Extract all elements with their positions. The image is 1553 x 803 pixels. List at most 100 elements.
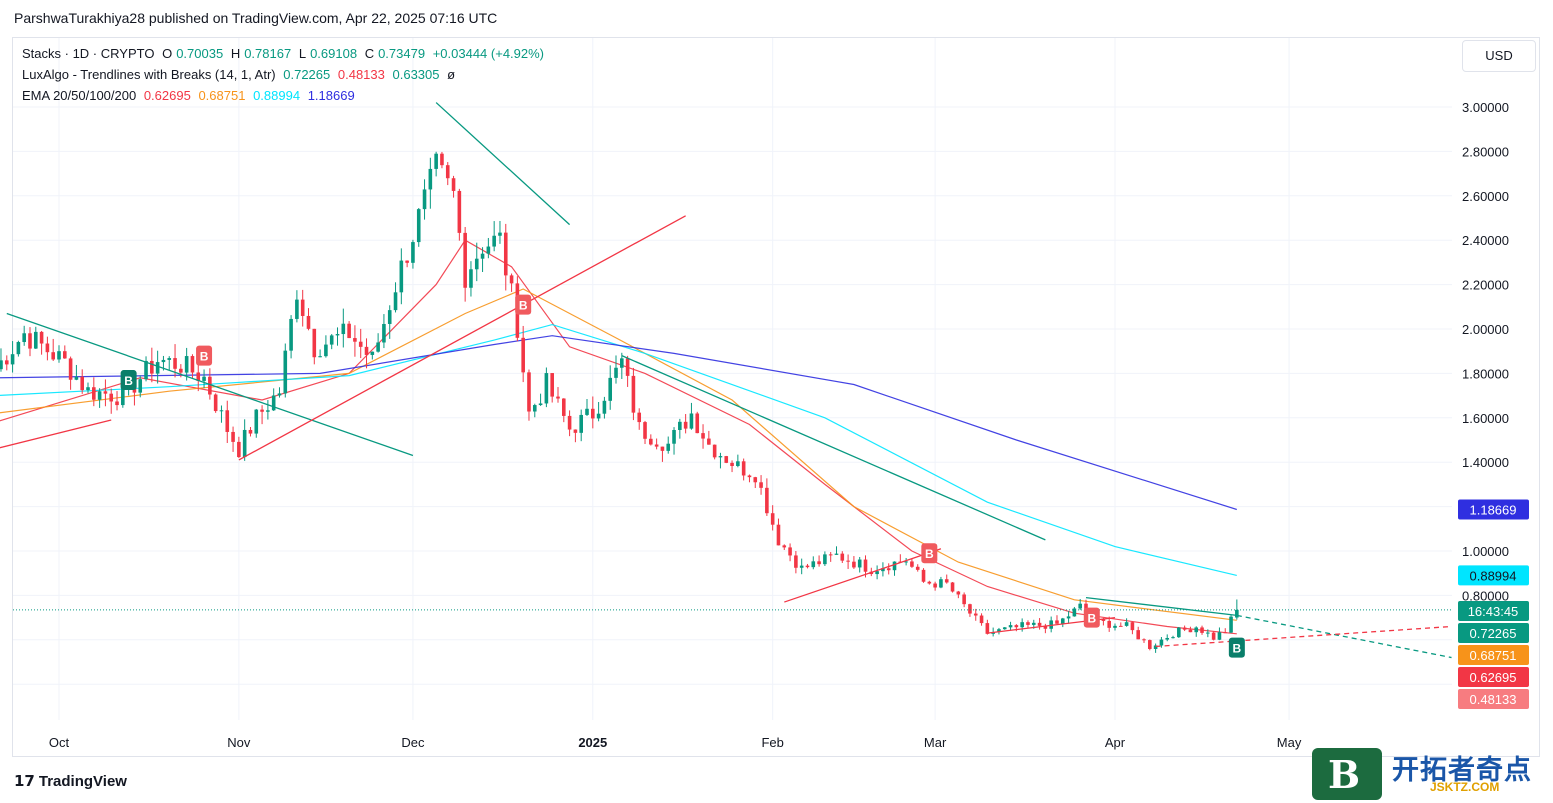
candle-body bbox=[712, 444, 717, 458]
candle-body bbox=[74, 376, 79, 380]
candle-body bbox=[736, 461, 740, 467]
candle-body bbox=[979, 615, 984, 624]
candle-body bbox=[202, 376, 206, 381]
candle-body bbox=[1119, 625, 1123, 627]
candle-body bbox=[492, 235, 496, 247]
x-tick-label: Oct bbox=[49, 735, 70, 750]
candle-body bbox=[428, 168, 433, 190]
candle-body bbox=[863, 559, 868, 572]
candle-body bbox=[434, 153, 438, 169]
candle-body bbox=[167, 358, 172, 360]
candle-body bbox=[445, 165, 450, 179]
candle-body bbox=[753, 477, 758, 483]
currency-button[interactable]: USD bbox=[1462, 40, 1536, 72]
legend-low: L 0.69108 bbox=[298, 46, 358, 61]
publisher-line: ParshwaTurakhiya28 published on TradingV… bbox=[14, 10, 498, 26]
candle-body bbox=[103, 391, 108, 394]
ema-line bbox=[0, 288, 1237, 621]
trendline bbox=[1085, 596, 1237, 617]
candle-body bbox=[109, 393, 114, 402]
luxalgo-name[interactable]: LuxAlgo - Trendlines with Breaks (14, 1,… bbox=[22, 67, 276, 82]
candle-body bbox=[411, 242, 415, 263]
candle-body bbox=[1142, 639, 1146, 641]
candle-body bbox=[4, 360, 9, 365]
candle-body bbox=[794, 555, 798, 568]
candle-body bbox=[39, 331, 44, 344]
break-signal-label: B bbox=[1087, 612, 1096, 626]
candle-body bbox=[544, 373, 549, 404]
candle-body bbox=[283, 350, 288, 394]
x-tick-label: Dec bbox=[401, 735, 425, 750]
candle-body bbox=[173, 358, 177, 369]
legend-symbol[interactable]: Stacks · 1D · CRYPTO bbox=[22, 46, 155, 61]
candle-body bbox=[1066, 616, 1071, 619]
break-signal-badge bbox=[120, 370, 137, 391]
candle-body bbox=[521, 337, 525, 373]
trendline bbox=[435, 102, 571, 226]
candle-body bbox=[1188, 629, 1193, 633]
candle-body bbox=[341, 323, 346, 335]
candle-body bbox=[1031, 622, 1036, 625]
break-signal-badge bbox=[1228, 637, 1245, 658]
candle-body bbox=[910, 561, 914, 567]
candle-body bbox=[805, 565, 810, 568]
candle-body bbox=[463, 232, 467, 288]
trendline bbox=[0, 419, 112, 449]
y-tick-label: 2.20000 bbox=[1462, 278, 1509, 293]
ema200-value: 1.18669 bbox=[307, 88, 355, 103]
candle-body bbox=[1084, 603, 1088, 612]
candle-body bbox=[608, 377, 613, 401]
trendline bbox=[238, 215, 686, 461]
break-signal-badge bbox=[515, 294, 532, 315]
candle-body bbox=[678, 421, 682, 430]
x-tick-label: Apr bbox=[1105, 735, 1126, 750]
candle-body bbox=[335, 334, 340, 336]
candle-body bbox=[399, 260, 404, 293]
candle-body bbox=[561, 398, 566, 416]
candle-body bbox=[289, 318, 293, 351]
candle-body bbox=[707, 438, 711, 445]
candle-body bbox=[695, 413, 700, 434]
candle-body bbox=[33, 331, 38, 349]
candle-body bbox=[51, 352, 55, 360]
candle-body bbox=[1229, 616, 1233, 633]
price-tag-label: 0.68751 bbox=[1470, 648, 1517, 663]
candle-body bbox=[683, 421, 688, 429]
candle-body bbox=[387, 310, 392, 324]
candle-body bbox=[306, 315, 311, 329]
candle-body bbox=[817, 561, 821, 565]
watermark-logo-icon: B bbox=[1312, 748, 1382, 800]
candle-body bbox=[741, 461, 746, 476]
candle-body bbox=[416, 209, 421, 243]
candle-body bbox=[747, 475, 752, 478]
candle-body bbox=[1072, 608, 1077, 617]
candle-body bbox=[701, 433, 705, 439]
ema-name[interactable]: EMA 20/50/100/200 bbox=[22, 88, 137, 103]
candle-body bbox=[0, 360, 3, 370]
candle-body bbox=[956, 591, 961, 595]
candle-body bbox=[486, 246, 491, 254]
candle-body bbox=[271, 395, 276, 411]
candle-body bbox=[950, 582, 955, 592]
candle-body bbox=[579, 414, 583, 433]
candle-body bbox=[782, 545, 787, 548]
candle-body bbox=[1101, 618, 1106, 621]
candle-body bbox=[312, 328, 317, 358]
candle-body bbox=[1182, 627, 1187, 630]
candle-body bbox=[718, 456, 723, 458]
tradingview-logo[interactable]: 𝟭𝟳 TradingView bbox=[14, 773, 127, 790]
candle-body bbox=[474, 258, 479, 270]
candle-body bbox=[944, 579, 949, 583]
candle-body bbox=[300, 299, 305, 316]
price-tag bbox=[1458, 689, 1529, 709]
candle-body bbox=[927, 581, 932, 584]
candle-body bbox=[1124, 622, 1129, 626]
candle-body bbox=[144, 360, 148, 380]
candle-body bbox=[620, 358, 624, 368]
candle-body bbox=[1165, 637, 1170, 640]
candle-body bbox=[962, 594, 966, 605]
candle-body bbox=[730, 462, 734, 467]
luxalgo-value-3: 0.63305 bbox=[392, 67, 440, 82]
break-signal-badge bbox=[921, 543, 938, 564]
